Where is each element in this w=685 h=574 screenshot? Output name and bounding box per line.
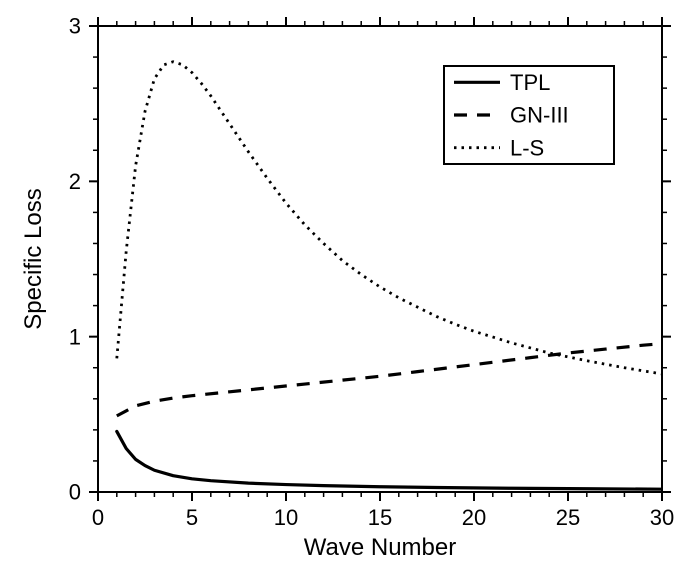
y-tick-label: 3 [69, 14, 81, 39]
x-tick-label: 5 [186, 505, 198, 530]
y-axis-label: Specific Loss [20, 188, 47, 329]
legend-label: L-S [510, 135, 544, 160]
x-tick-label: 20 [462, 505, 486, 530]
x-tick-label: 10 [274, 505, 298, 530]
x-tick-label: 0 [92, 505, 104, 530]
y-tick-label: 0 [69, 480, 81, 505]
x-tick-label: 15 [368, 505, 392, 530]
line-chart: 0 5 10 15 20 25 30 0 1 2 3 Wave Number Specific Loss… [0, 0, 685, 574]
y-tick-label: 2 [69, 169, 81, 194]
legend: TPL GN-III L-S [444, 66, 614, 164]
y-tick-label: 1 [69, 324, 81, 349]
chart-container: 0 5 10 15 20 25 30 0 1 2 3 Wave Number Specific Loss… [0, 0, 685, 574]
x-tick-label: 30 [650, 505, 674, 530]
legend-label: GN-III [510, 103, 569, 128]
legend-label: TPL [510, 70, 550, 95]
x-tick-label: 25 [556, 505, 580, 530]
x-axis-label: Wave Number [304, 534, 456, 561]
